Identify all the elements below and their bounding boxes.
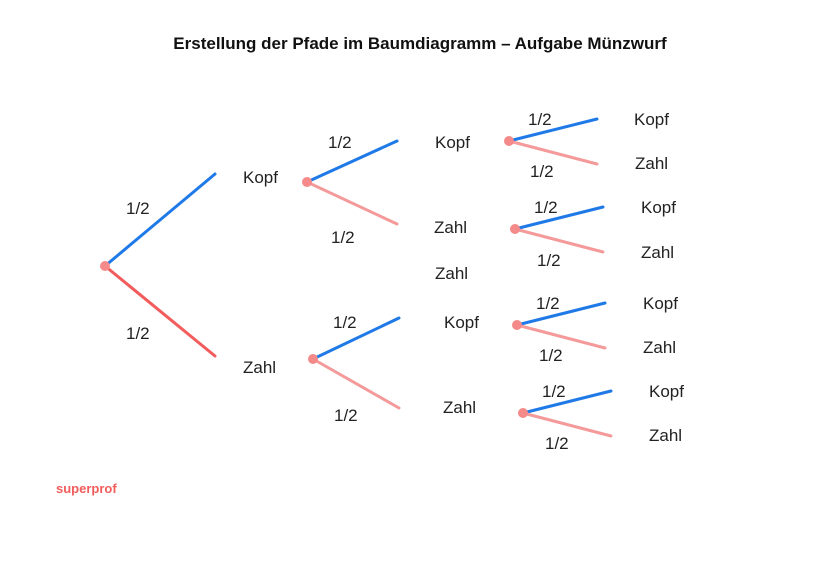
leaf-label-kopf-kopf-zahl: Zahl (635, 154, 668, 173)
node-kopf-zahl (510, 224, 520, 234)
prob-label-kopf-kopf: 1/2 (328, 133, 352, 152)
leaf-label-zahl-kopf-zahl: Zahl (643, 338, 676, 357)
branch-kopf-zahl-zahl (513, 227, 605, 254)
node-label-zahl-kopf: Kopf (444, 313, 479, 332)
branch-kopf-kopf-kopf (507, 117, 599, 143)
branch-zahl-kopf-kopf (515, 301, 607, 327)
prob-label-kopf-kopf-kopf: 1/2 (528, 110, 552, 129)
node-zahl-zahl (518, 408, 528, 418)
prob-label-zahl-kopf-zahl: 1/2 (539, 346, 563, 365)
prob-label-kopf-zahl-zahl: 1/2 (537, 251, 561, 270)
branch-zahl-kopf (311, 316, 401, 361)
branch-zahl-kopf-zahl (515, 323, 607, 350)
prob-label-root-kopf: 1/2 (126, 199, 150, 218)
prob-label-zahl-kopf: 1/2 (333, 313, 357, 332)
prob-label-kopf-zahl-kopf: 1/2 (534, 198, 558, 217)
leaf-label-kopf-zahl-kopf: Kopf (641, 198, 676, 217)
prob-label-kopf-kopf-zahl: 1/2 (530, 162, 554, 181)
prob-label-zahl-zahl-zahl: 1/2 (545, 434, 569, 453)
prob-label-zahl-kopf-kopf: 1/2 (536, 294, 560, 313)
root-node (100, 261, 110, 271)
prob-label-zahl-zahl-kopf: 1/2 (542, 382, 566, 401)
node-zahl-kopf (512, 320, 522, 330)
branch-zahl-zahl (311, 357, 401, 410)
branch-kopf-kopf (305, 139, 399, 184)
node-label-zahl: Zahl (243, 358, 276, 377)
node-label-kopf-zahl: Zahl (434, 218, 467, 237)
node-kopf-kopf (504, 136, 514, 146)
node-label-kopf-kopf: Kopf (435, 133, 470, 152)
stray-label-zahl: Zahl (435, 264, 468, 283)
branch-root-kopf (103, 172, 217, 268)
branch-zahl-zahl-zahl (521, 411, 613, 438)
node-label-zahl-zahl: Zahl (443, 398, 476, 417)
leaf-label-kopf-kopf-kopf: Kopf (634, 110, 669, 129)
branch-zahl-zahl-kopf (521, 389, 613, 415)
prob-label-root-zahl: 1/2 (126, 324, 150, 343)
branch-root-zahl (103, 264, 217, 358)
leaf-label-zahl-zahl-zahl: Zahl (649, 426, 682, 445)
branch-kopf-zahl (305, 180, 399, 226)
node-zahl (308, 354, 318, 364)
brand-logo: superprof (56, 481, 117, 496)
leaf-label-zahl-kopf-kopf: Kopf (643, 294, 678, 313)
leaf-label-kopf-zahl-zahl: Zahl (641, 243, 674, 262)
prob-label-kopf-zahl: 1/2 (331, 228, 355, 247)
prob-label-zahl-zahl: 1/2 (334, 406, 358, 425)
leaf-label-zahl-zahl-kopf: Kopf (649, 382, 684, 401)
branch-kopf-zahl-kopf (513, 205, 605, 231)
node-label-kopf: Kopf (243, 168, 278, 187)
branch-kopf-kopf-zahl (507, 139, 599, 166)
node-kopf (302, 177, 312, 187)
diagram-title: Erstellung der Pfade im Baumdiagramm – A… (173, 34, 667, 53)
